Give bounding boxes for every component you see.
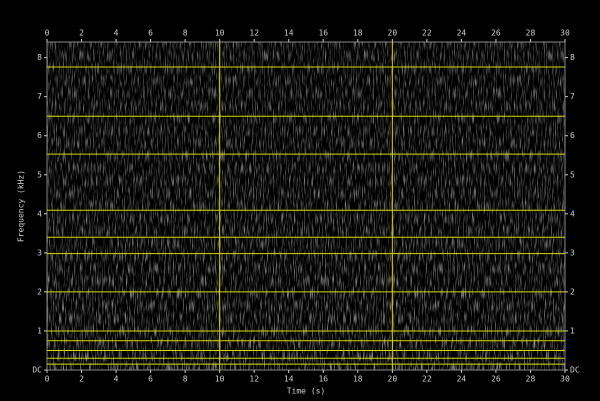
x-tick-label: 24 bbox=[457, 29, 467, 38]
x-tick-label: 2 bbox=[79, 375, 84, 384]
x-tick-label: 28 bbox=[526, 375, 536, 384]
x-tick-label: 0 bbox=[45, 375, 50, 384]
y-axis-label: Frequency (kHz) bbox=[17, 170, 26, 242]
y-tick-label: 8 bbox=[37, 53, 42, 62]
y-tick-label: 8 bbox=[570, 53, 575, 62]
x-tick-label: 16 bbox=[318, 29, 328, 38]
x-tick-label: 26 bbox=[491, 375, 501, 384]
y-tick-label: DC bbox=[570, 366, 580, 375]
plot-border bbox=[46, 41, 566, 371]
y-tick-label: 1 bbox=[37, 326, 42, 335]
y-tick-label: 2 bbox=[37, 287, 42, 296]
x-tick-label: 24 bbox=[457, 375, 467, 384]
y-tick-label: DC bbox=[32, 366, 42, 375]
y-tick-label: 4 bbox=[570, 209, 575, 218]
x-tick-label: 12 bbox=[249, 29, 259, 38]
x-tick-label: 10 bbox=[215, 29, 225, 38]
texture-fade bbox=[47, 42, 565, 370]
x-tick-label: 6 bbox=[148, 375, 153, 384]
x-tick-label: 28 bbox=[526, 29, 536, 38]
x-tick-label: 16 bbox=[318, 375, 328, 384]
x-tick-label: 6 bbox=[148, 29, 153, 38]
x-tick-label: 18 bbox=[353, 375, 363, 384]
x-tick-label: 8 bbox=[183, 29, 188, 38]
x-tick-label: 26 bbox=[491, 29, 501, 38]
y-tick-label: 4 bbox=[37, 209, 42, 218]
plot-area bbox=[46, 41, 566, 371]
y-tick-label: 7 bbox=[37, 92, 42, 101]
y-tick-label: 7 bbox=[570, 92, 575, 101]
x-axis-label: Time (s) bbox=[287, 387, 326, 396]
x-tick-label: 4 bbox=[114, 29, 119, 38]
x-tick-label: 2 bbox=[79, 29, 84, 38]
x-tick-label: 30 bbox=[560, 375, 570, 384]
x-tick-label: 20 bbox=[388, 375, 398, 384]
y-tick-label: 6 bbox=[37, 131, 42, 140]
y-tick-label: 5 bbox=[37, 170, 42, 179]
x-tick-label: 14 bbox=[284, 29, 294, 38]
x-tick-label: 14 bbox=[284, 375, 294, 384]
y-tick-label: 1 bbox=[570, 326, 575, 335]
y-tick-label: 3 bbox=[570, 248, 575, 257]
x-tick-label: 4 bbox=[114, 375, 119, 384]
x-tick-label: 20 bbox=[388, 29, 398, 38]
x-tick-label: 22 bbox=[422, 29, 432, 38]
x-tick-label: 0 bbox=[45, 29, 50, 38]
y-tick-label: 3 bbox=[37, 248, 42, 257]
y-tick-label: 5 bbox=[570, 170, 575, 179]
x-tick-label: 8 bbox=[183, 375, 188, 384]
x-tick-label: 22 bbox=[422, 375, 432, 384]
x-tick-label: 30 bbox=[560, 29, 570, 38]
x-tick-label: 12 bbox=[249, 375, 259, 384]
y-tick-label: 2 bbox=[570, 287, 575, 296]
y-tick-label: 6 bbox=[570, 131, 575, 140]
x-tick-label: 18 bbox=[353, 29, 363, 38]
x-tick-label: 10 bbox=[215, 375, 225, 384]
